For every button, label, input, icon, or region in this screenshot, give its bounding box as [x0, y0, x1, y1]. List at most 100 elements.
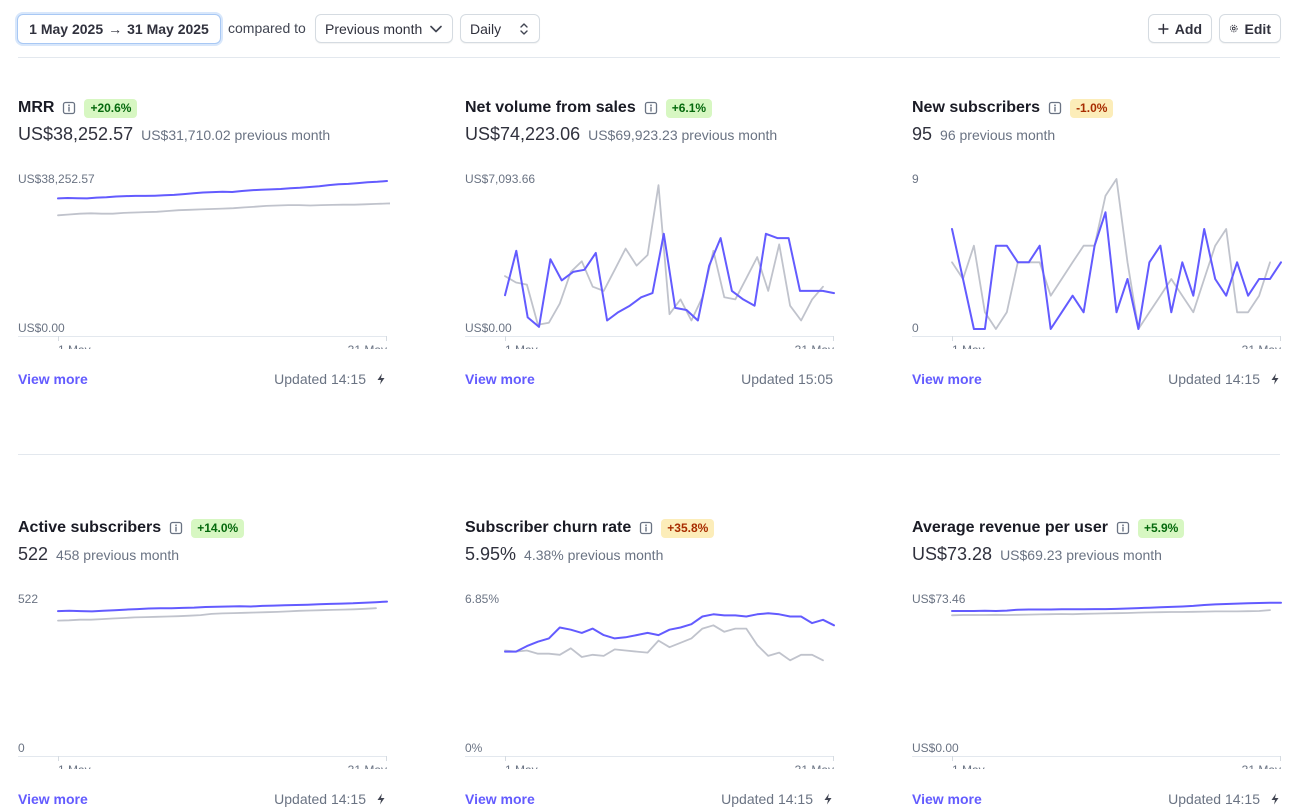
toolbar: 1 May 2025 → 31 May 2025 compared to Pre…	[0, 0, 1292, 58]
previous-value: 4.38% previous month	[524, 547, 664, 563]
updated-time: Updated 15:05	[741, 371, 833, 387]
card-footer: View more Updated 14:15	[18, 789, 390, 808]
chevron-up-down-icon	[520, 22, 528, 35]
lightning-bolt-icon	[377, 793, 385, 805]
updated-info: Updated 14:15	[1168, 791, 1280, 807]
line-chart: 9 0 1 May 31 May	[912, 172, 1282, 349]
y-axis-top-label: US$38,252.57	[18, 172, 95, 186]
line-chart: 522 0 1 May 31 May	[18, 592, 388, 769]
interval-value: Daily	[470, 20, 502, 37]
y-axis-top-label: 9	[912, 172, 919, 186]
updated-time: Updated 14:15	[1168, 791, 1260, 807]
card-header: New subscribers -1.0%	[912, 97, 1114, 119]
series-current-line	[951, 601, 1282, 612]
updated-info: Updated 14:15	[274, 371, 386, 387]
view-more-link[interactable]: View more	[18, 791, 88, 807]
view-more-link[interactable]: View more	[912, 371, 982, 387]
view-more-link[interactable]: View more	[18, 371, 88, 387]
lightning-bolt-icon	[1271, 373, 1279, 385]
y-axis-top-label: 6.85%	[465, 592, 499, 606]
y-axis-bottom-label: 0	[18, 741, 25, 755]
metric-value: 5.95%	[465, 544, 517, 564]
info-icon[interactable]	[1116, 521, 1130, 535]
card-value-row: 522 458 previous month	[18, 544, 179, 565]
x-axis-start-label: 1 May	[58, 763, 91, 769]
y-axis-top-label: US$73.46	[912, 592, 966, 606]
previous-value: US$31,710.02 previous month	[141, 127, 331, 143]
chevron-down-icon	[430, 25, 442, 32]
view-more-link[interactable]: View more	[465, 791, 535, 807]
card-title: Average revenue per user	[912, 519, 1108, 536]
add-label: Add	[1174, 20, 1202, 37]
edit-button[interactable]: Edit	[1219, 14, 1281, 43]
previous-value: US$69.23 previous month	[1000, 547, 1162, 563]
metric-value: US$38,252.57	[18, 124, 134, 144]
change-badge: +5.9%	[1137, 518, 1185, 538]
y-axis-bottom-label: US$0.00	[912, 741, 959, 755]
x-axis-start-label: 1 May	[505, 763, 538, 769]
updated-time: Updated 14:15	[721, 791, 813, 807]
y-axis-bottom-label: 0%	[465, 741, 483, 755]
updated-info: Updated 15:05	[741, 371, 833, 387]
compared-to-label: compared to	[228, 20, 306, 36]
info-icon[interactable]	[1048, 101, 1062, 115]
series-previous-line	[951, 178, 1271, 330]
info-icon[interactable]	[639, 521, 653, 535]
updated-info: Updated 14:15	[721, 791, 833, 807]
updated-time: Updated 14:15	[274, 371, 366, 387]
y-axis-top-label: 522	[18, 592, 38, 606]
add-button[interactable]: Add	[1148, 14, 1212, 43]
comparison-select[interactable]: Previous month	[315, 14, 453, 43]
series-previous-line	[951, 609, 1271, 617]
line-chart: 6.85% 0% 1 May 31 May	[465, 592, 835, 769]
card-header: Average revenue per user +5.9%	[912, 517, 1185, 539]
change-badge: +14.0%	[191, 518, 245, 538]
change-badge: +6.1%	[665, 98, 713, 118]
updated-time: Updated 14:15	[274, 791, 366, 807]
interval-select[interactable]: Daily	[460, 14, 540, 43]
edit-label: Edit	[1244, 20, 1271, 37]
metric-card: MRR +20.6% US$38,252.57 US$31,710.02 pre…	[18, 97, 390, 397]
x-axis-start-label: 1 May	[952, 343, 985, 349]
previous-value: 458 previous month	[56, 547, 180, 563]
series-current-line	[951, 211, 1282, 330]
card-value-row: 95 96 previous month	[912, 124, 1055, 145]
x-axis-start-label: 1 May	[952, 763, 985, 769]
x-axis-end-label: 31 May	[348, 763, 387, 769]
change-badge: -1.0%	[1070, 98, 1114, 118]
view-more-link[interactable]: View more	[465, 371, 535, 387]
info-icon[interactable]	[62, 101, 76, 115]
date-range-button[interactable]: 1 May 2025 → 31 May 2025	[17, 14, 221, 44]
x-axis-end-label: 31 May	[795, 343, 834, 349]
change-badge: +20.6%	[84, 98, 138, 118]
x-axis-end-label: 31 May	[348, 343, 387, 349]
row-divider	[18, 454, 1280, 455]
info-icon[interactable]	[169, 521, 183, 535]
card-footer: View more Updated 14:15	[18, 369, 390, 389]
line-chart: US$38,252.57 US$0.00 1 May 31 May	[18, 172, 390, 349]
comparison-value: Previous month	[325, 20, 423, 37]
card-footer: View more Updated 14:15	[912, 369, 1284, 389]
metric-card: Active subscribers +14.0% 522 458 previo…	[18, 517, 390, 808]
previous-value: 96 previous month	[940, 127, 1056, 143]
card-title: New subscribers	[912, 99, 1041, 116]
series-previous-line	[57, 202, 390, 217]
series-previous-line	[57, 607, 377, 622]
view-more-link[interactable]: View more	[912, 791, 982, 807]
gear-icon	[1229, 24, 1238, 33]
card-title: Net volume from sales	[465, 99, 636, 116]
card-value-row: US$73.28 US$69.23 previous month	[912, 544, 1162, 565]
line-chart: US$7,093.66 US$0.00 1 May 31 May	[465, 172, 835, 349]
toolbar-divider	[18, 57, 1280, 58]
date-start: 1 May 2025	[29, 21, 104, 37]
metric-value: US$73.28	[912, 544, 993, 564]
x-axis-end-label: 31 May	[1242, 343, 1281, 349]
info-icon[interactable]	[644, 101, 658, 115]
metric-card: New subscribers -1.0% 95 96 previous mon…	[912, 97, 1284, 397]
metric-card: Subscriber churn rate +35.8% 5.95% 4.38%…	[465, 517, 837, 808]
x-axis-end-label: 31 May	[795, 763, 834, 769]
lightning-bolt-icon	[377, 373, 385, 385]
card-header: MRR +20.6%	[18, 97, 138, 119]
updated-info: Updated 14:15	[1168, 371, 1280, 387]
card-value-row: 5.95% 4.38% previous month	[465, 544, 663, 565]
